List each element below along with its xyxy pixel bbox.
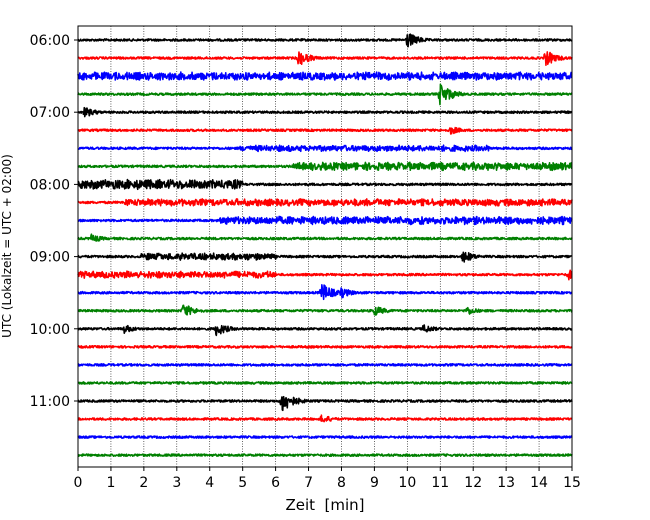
x-axis: 0 1 2 3 4 5 6 7 8 9 10 11 12 13 14 15 [74, 467, 581, 491]
y-tick-label-5: 11:00 [30, 394, 70, 410]
trace-1000 [77, 324, 573, 337]
x-tick-label-15: 15 [563, 475, 581, 491]
trace-0745 [77, 161, 573, 172]
x-tick-label-10: 10 [398, 475, 416, 491]
trace-0645 [77, 83, 573, 106]
trace-0715 [77, 126, 573, 135]
trace-1115 [77, 414, 573, 423]
trace-0700 [77, 106, 573, 118]
trace-0915 [77, 269, 573, 281]
trace-1015 [77, 344, 573, 349]
plot-background [78, 26, 572, 467]
y-tick-label-2: 08:00 [30, 177, 70, 193]
y-tick-label-4: 10:00 [30, 322, 70, 338]
x-tick-label-3: 3 [172, 475, 181, 491]
trace-0630 [77, 71, 573, 81]
x-tick-label-5: 5 [238, 475, 247, 491]
x-tick-label-7: 7 [304, 475, 313, 491]
trace-group [77, 33, 573, 458]
x-tick-label-9: 9 [370, 475, 379, 491]
trace-0730 [77, 144, 573, 153]
trace-0815 [77, 198, 573, 207]
trace-0845 [77, 233, 573, 242]
trace-0930 [77, 284, 573, 301]
x-tick-label-8: 8 [337, 475, 346, 491]
trace-1130 [77, 435, 573, 439]
trace-1100 [77, 395, 573, 412]
trace-1045 [77, 381, 573, 385]
grid-lines [110, 26, 540, 467]
x-tick-label-0: 0 [74, 475, 83, 491]
y-tick-label-0: 06:00 [30, 33, 70, 49]
y-tick-label-1: 07:00 [30, 105, 70, 121]
x-axis-label: Zeit [min] [285, 496, 364, 514]
trace-0600 [77, 33, 573, 48]
trace-0945 [77, 304, 573, 316]
trace-0615 [77, 51, 573, 67]
y-tick-label-3: 09:00 [30, 250, 70, 266]
x-tick-label-6: 6 [271, 475, 280, 491]
x-tick-label-4: 4 [205, 475, 214, 491]
y-axis-label: UTC (Lokalzeit = UTC + 02:00) [0, 154, 14, 338]
trace-0800 [77, 178, 573, 191]
x-tick-label-12: 12 [464, 475, 482, 491]
x-tick-label-2: 2 [139, 475, 148, 491]
x-tick-label-11: 11 [431, 475, 449, 491]
trace-1030 [77, 363, 573, 367]
trace-1145 [77, 453, 573, 458]
trace-0900 [77, 251, 573, 263]
x-tick-label-13: 13 [497, 475, 515, 491]
trace-0830 [77, 215, 573, 226]
x-tick-label-1: 1 [106, 475, 115, 491]
y-axis: 06:00 07:00 08:00 09:00 10:00 11:00 [30, 33, 78, 410]
plot-frame [77, 25, 573, 468]
x-tick-label-14: 14 [530, 475, 548, 491]
